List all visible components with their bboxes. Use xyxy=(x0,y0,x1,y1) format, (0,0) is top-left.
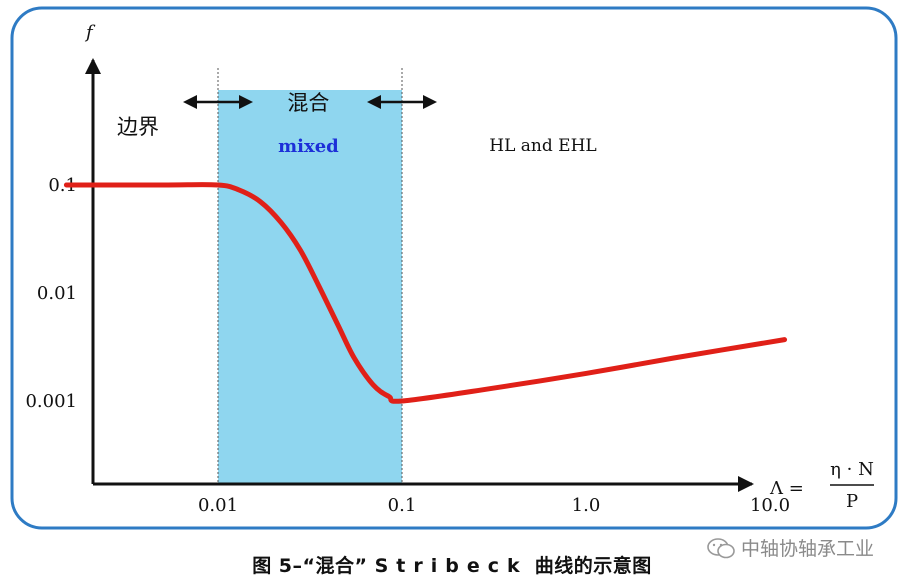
x-axis-label: Λ = xyxy=(769,478,804,499)
figure-caption: 图 5–“混合” Stribeck 曲线的示意图 xyxy=(0,551,904,578)
boundary-arrow-left-head-left xyxy=(183,95,197,109)
x-tick-label: 0.1 xyxy=(388,495,417,516)
y-tick-label: 0.001 xyxy=(25,391,77,412)
x-tick-label: 10.0 xyxy=(750,495,790,516)
region-label-hl-ehl: HL and EHL xyxy=(489,136,596,156)
region-label-boundary: 边界 xyxy=(117,115,159,139)
caption-prefix: 图 5–“混合” xyxy=(252,555,368,577)
boundary-arrow-right-head-left xyxy=(367,95,381,109)
formula-denominator: P xyxy=(846,491,858,512)
y-axis-arrow xyxy=(85,58,101,74)
region-label-mixed: 混合 xyxy=(287,91,329,115)
x-axis-arrow xyxy=(738,476,754,492)
caption-spaced: Stribeck xyxy=(374,555,528,577)
x-tick-label: 1.0 xyxy=(572,495,601,516)
boundary-arrow-left-head-right xyxy=(239,95,253,109)
watermark-text: 中轴协轴承工业 xyxy=(740,538,874,560)
x-tick-label: 0.01 xyxy=(198,495,238,516)
stribeck-curve xyxy=(63,182,788,404)
y-tick-label: 0.01 xyxy=(37,283,77,304)
watermark: 中轴协轴承工业 xyxy=(707,534,874,561)
figure-frame xyxy=(10,6,898,530)
y-tick-label: 0.1 xyxy=(48,175,77,196)
caption-suffix: 曲线的示意图 xyxy=(534,555,652,577)
formula-numerator: η · N xyxy=(830,459,874,480)
mixed-region xyxy=(218,90,402,484)
wechat-icon xyxy=(707,537,735,558)
region-sublabel-mixed: mixed xyxy=(278,136,339,157)
boundary-arrow-right-head-right xyxy=(423,95,437,109)
